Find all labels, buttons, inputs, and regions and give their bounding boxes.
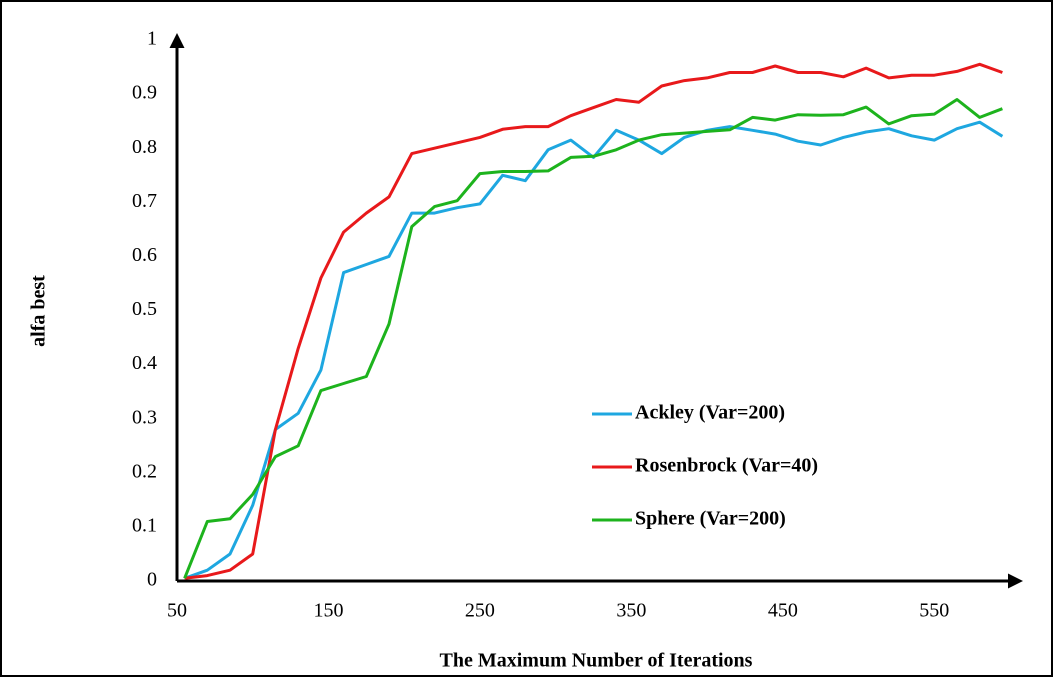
y-tick-label: 0.8 xyxy=(132,136,157,158)
x-tick-label: 150 xyxy=(313,600,343,622)
y-tick-label: 0.7 xyxy=(132,190,157,212)
y-tick-label: 0.6 xyxy=(132,244,157,266)
x-axis-label: The Maximum Number of Iterations xyxy=(440,650,753,672)
y-axis-label: alfa best xyxy=(28,275,50,347)
legend-label: Sphere (Var=200) xyxy=(635,508,786,530)
x-tick-label: 250 xyxy=(465,600,495,622)
y-tick-label: 0.9 xyxy=(132,82,157,104)
y-tick-label: 0.5 xyxy=(132,298,157,320)
y-tick-label: 0.1 xyxy=(132,514,157,536)
x-tick-label: 450 xyxy=(768,600,798,622)
x-tick-label: 50 xyxy=(167,600,187,622)
series-line xyxy=(183,98,1003,579)
legend-label: Ackley (Var=200) xyxy=(635,402,785,424)
y-tick-label: 0.3 xyxy=(132,406,157,428)
y-tick-label: 0 xyxy=(147,569,157,591)
series-line xyxy=(184,62,1003,580)
x-tick-label: 350 xyxy=(616,600,646,622)
legend-label: Rosenbrock (Var=40) xyxy=(635,455,818,477)
y-tick-label: 0.4 xyxy=(132,352,157,374)
y-tick-label: 1 xyxy=(147,28,157,50)
y-tick-label: 0.2 xyxy=(132,460,157,482)
x-tick-label: 550 xyxy=(919,600,949,622)
